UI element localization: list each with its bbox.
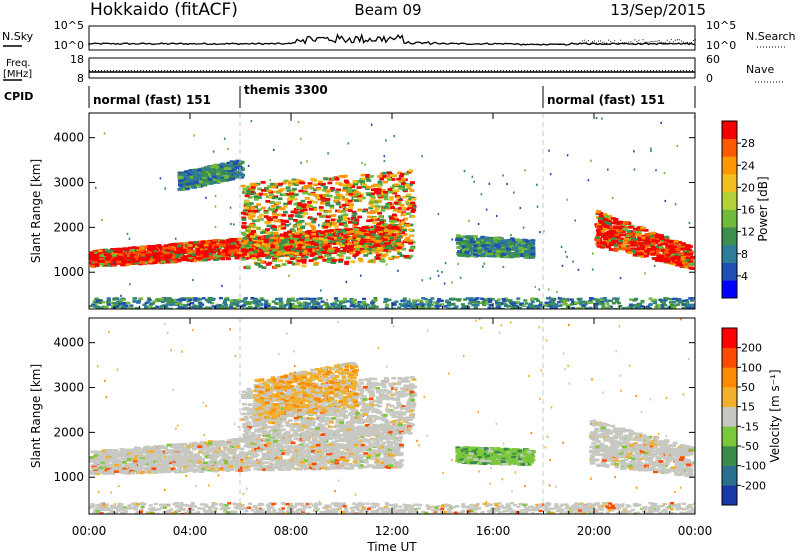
nsearch-label: N.Search — [746, 30, 796, 43]
power-scatter — [89, 115, 695, 309]
nsky-panel: N.Sky 10^5 10^0 10^5 10^0 N.Search — [2, 19, 796, 52]
power-y-tick-label: 2000 — [53, 220, 84, 234]
x-tick-label: 00:00 — [72, 524, 107, 538]
velocity-panel: 1000 2000 3000 4000 Slant Range [km] — [29, 317, 696, 515]
velocity-colorbar-tick: 100 — [741, 361, 762, 374]
cpid-segment-1: normal (fast) 151 — [93, 93, 211, 107]
beam-title: Beam 09 — [354, 1, 421, 19]
velocity-y-label: Slant Range [km] — [29, 364, 43, 468]
velocity-colorbar-tick: -100 — [741, 460, 766, 473]
nsearch-tick-top: 10^5 — [706, 19, 736, 32]
power-colorbar-tick: 16 — [741, 204, 755, 217]
velocity-y-tick-label: 4000 — [53, 336, 84, 350]
power-colorbar-tick: 12 — [741, 226, 755, 239]
cpid-segment-2: themis 3300 — [244, 83, 328, 97]
date-title: 13/Sep/2015 — [610, 1, 706, 19]
power-colorbar-tick: 4 — [741, 270, 748, 283]
power-colorbar-label: Power [dB] — [756, 176, 770, 241]
power-y-label: Slant Range [km] — [29, 159, 43, 263]
power-colorbar-tick: 8 — [741, 248, 748, 261]
freq-label-2: [MHz] — [3, 69, 32, 80]
nave-tick-bottom: 0 — [706, 72, 713, 85]
nave-label: Nave — [746, 63, 774, 76]
velocity-colorbar-label: Velocity [m s⁻¹] — [768, 369, 782, 462]
x-tick-label: 00:00 — [678, 524, 713, 538]
x-tick-label: 04:00 — [173, 524, 208, 538]
nsky-tick-top: 10^5 — [54, 19, 84, 32]
velocity-scatter — [89, 318, 695, 514]
x-tick-label: 12:00 — [375, 524, 410, 538]
velocity-y-tick-label: 1000 — [53, 470, 84, 484]
x-tick-label: 16:00 — [476, 524, 511, 538]
velocity-colorbar-tick: -15 — [741, 420, 759, 433]
power-panel: 1000 2000 3000 4000 Slant Range [km] — [29, 112, 696, 310]
velocity-colorbar-tick: -200 — [741, 479, 766, 492]
power-y-tick-label: 4000 — [53, 131, 84, 145]
nave-tick-top: 60 — [706, 53, 720, 66]
nsearch-tick-bottom: 10^0 — [706, 39, 736, 52]
freq-tick-bottom: 8 — [77, 72, 84, 85]
x-tick-labels: 00:00 04:00 08:00 12:00 16:00 20:00 00:00 — [72, 524, 713, 538]
velocity-colorbar-tick: 200 — [741, 342, 762, 355]
power-colorbar-tick: 28 — [741, 137, 755, 150]
velocity-colorbar-tick: 15 — [741, 401, 755, 414]
power-colorbar-tick: 20 — [741, 181, 755, 194]
power-y-tick-label: 1000 — [53, 265, 84, 279]
velocity-colorbar-tick: -50 — [741, 440, 759, 453]
velocity-y-tick-label: 3000 — [53, 381, 84, 395]
freq-label-1: Freq. — [6, 58, 31, 69]
nsearch-line — [581, 39, 696, 44]
nsky-line — [88, 32, 696, 46]
velocity-colorbar-tick: 50 — [741, 381, 755, 394]
station-title: Hokkaido (fitACF) — [90, 0, 238, 20]
cpid-label: CPID — [4, 90, 33, 103]
power-colorbar: 4 8 12 16 20 24 28 Power [dB] — [721, 120, 770, 299]
nsky-tick-bottom: 10^0 — [54, 39, 84, 52]
x-tick-label: 08:00 — [274, 524, 309, 538]
velocity-colorbar: 200 100 50 15 -15 -50 -100 -200 Velocity [m s⁻¹… — [721, 327, 782, 506]
freq-tick-top: 18 — [70, 53, 84, 66]
cpid-segment-3: normal (fast) 151 — [547, 93, 665, 107]
power-y-tick-label: 3000 — [53, 176, 84, 190]
freq-panel: Freq. [MHz] 18 8 60 0 Nave — [3, 53, 783, 85]
x-tick-label: 20:00 — [577, 524, 612, 538]
nsky-label: N.Sky — [2, 30, 34, 43]
x-axis-label: Time UT — [366, 540, 417, 554]
velocity-y-tick-label: 2000 — [53, 425, 84, 439]
cpid-strip: CPID normal (fast) 151 themis 3300 norma… — [4, 83, 696, 108]
power-colorbar-tick: 24 — [741, 159, 755, 172]
